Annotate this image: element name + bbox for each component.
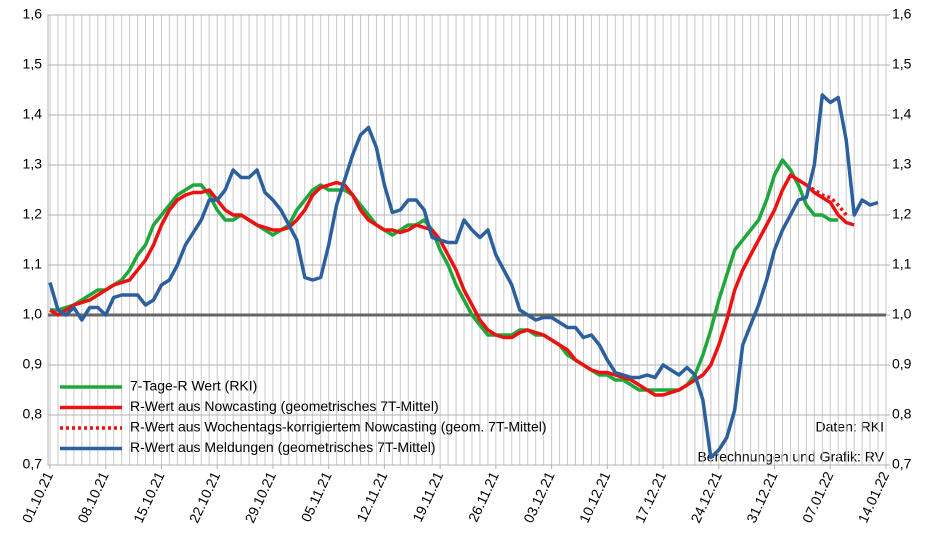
annotation: Daten: RKI — [816, 419, 884, 435]
y-tick-label: 0,7 — [23, 456, 43, 472]
x-tick-label: 22.10.21 — [186, 469, 224, 525]
y2-tick-label: 0,8 — [892, 406, 912, 422]
series-line — [48, 93, 879, 460]
y-tick-label: 1,1 — [23, 256, 43, 272]
y-tick-label: 1,4 — [23, 106, 43, 122]
y-tick-label: 0,9 — [23, 356, 43, 372]
x-tick-label: 03.12.21 — [520, 469, 558, 525]
y2-tick-label: 1,5 — [892, 56, 912, 72]
legend-label: 7-Tage-R Wert (RKI) — [130, 378, 257, 394]
y-tick-label: 0,8 — [23, 406, 43, 422]
legend-label: R-Wert aus Meldungen (geometrisches 7T-M… — [130, 439, 436, 455]
series-line — [805, 183, 848, 217]
x-tick-label: 14.01.22 — [855, 469, 893, 525]
x-tick-label: 08.10.21 — [74, 469, 112, 525]
x-tick-label: 15.10.21 — [130, 469, 168, 525]
legend-label: R-Wert aus Wochentags-korrigiertem Nowca… — [130, 419, 547, 435]
x-tick-label: 31.12.21 — [743, 469, 781, 525]
y2-tick-label: 0,7 — [892, 456, 912, 472]
y2-tick-label: 0,9 — [892, 356, 912, 372]
legend-label: R-Wert aus Nowcasting (geometrisches 7T-… — [130, 398, 439, 414]
x-tick-label: 29.10.21 — [241, 469, 279, 525]
y2-tick-label: 1,3 — [892, 156, 912, 172]
y2-tick-label: 1,4 — [892, 106, 912, 122]
series-line — [49, 173, 855, 397]
annotation: Berechnungen und Grafik: RV — [697, 449, 884, 465]
y-tick-label: 1,2 — [23, 206, 43, 222]
x-tick-label: 24.12.21 — [687, 469, 725, 525]
x-tick-label: 07.01.22 — [799, 469, 837, 525]
grid — [48, 14, 887, 466]
x-tick-label: 01.10.21 — [19, 469, 57, 525]
y2-tick-label: 1,1 — [892, 256, 912, 272]
y2-tick-label: 1,2 — [892, 206, 912, 222]
x-tick-label: 10.12.21 — [576, 469, 614, 525]
x-tick-label: 17.12.21 — [632, 469, 670, 525]
y2-tick-label: 1,0 — [892, 306, 912, 322]
y-tick-label: 1,0 — [23, 306, 43, 322]
x-tick-label: 12.11.21 — [353, 469, 390, 524]
y-tick-label: 1,3 — [23, 156, 43, 172]
x-tick-label: 26.11.21 — [465, 469, 502, 524]
y-tick-label: 1,6 — [23, 6, 43, 22]
y-tick-label: 1,5 — [23, 56, 43, 72]
x-tick-label: 19.11.21 — [409, 469, 446, 524]
y2-tick-label: 1,6 — [892, 6, 912, 22]
series-line — [50, 158, 839, 392]
x-tick-label: 05.11.21 — [298, 469, 335, 524]
